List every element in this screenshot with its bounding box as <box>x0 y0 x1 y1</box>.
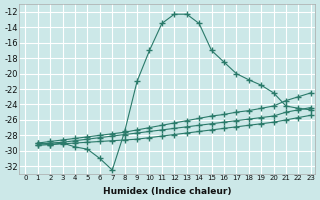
X-axis label: Humidex (Indice chaleur): Humidex (Indice chaleur) <box>103 187 231 196</box>
